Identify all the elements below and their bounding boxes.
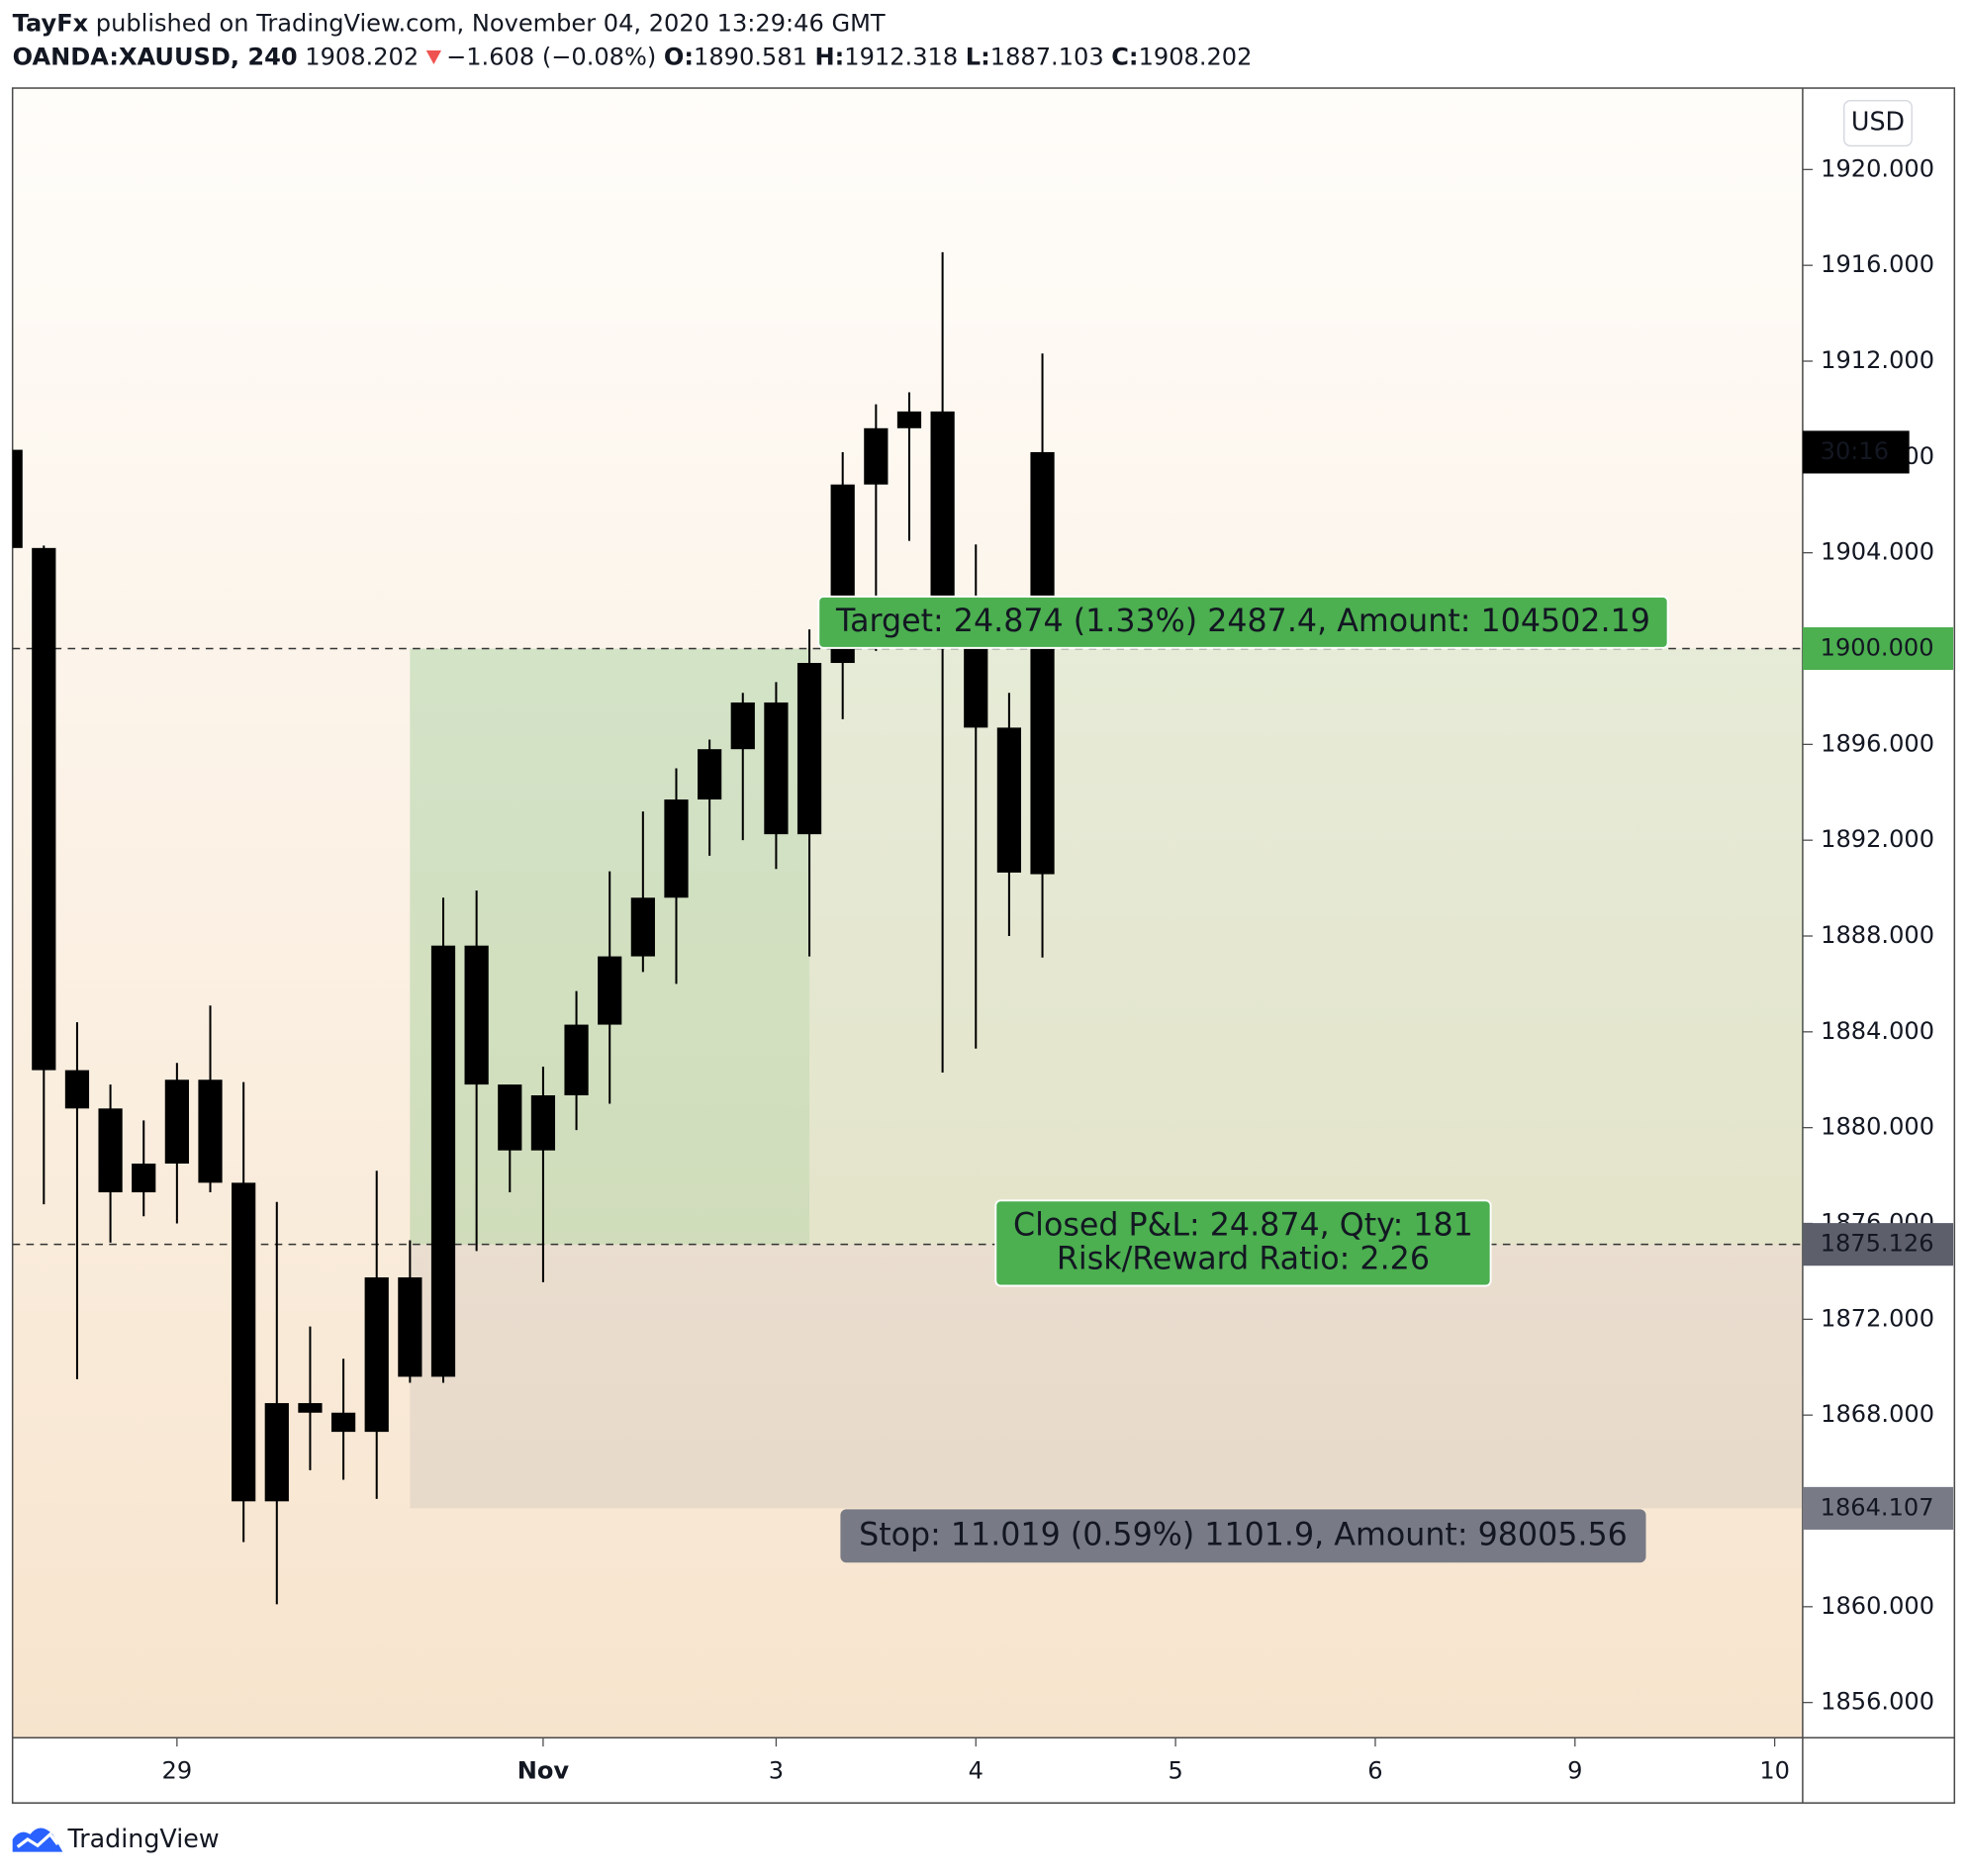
candle-body [1030, 451, 1055, 875]
x-tick-label: 4 [969, 1756, 984, 1784]
candle-body [132, 1163, 156, 1193]
candle-body [264, 1403, 289, 1502]
last-price: 1908.202 [305, 44, 419, 71]
y-tick-label: 1904.000 [1821, 538, 1934, 566]
candle-body [796, 663, 822, 835]
frame [11, 87, 1956, 1804]
candle-body [398, 1276, 422, 1377]
countdown-box [1802, 430, 1910, 474]
y-tick-label: 1868.000 [1821, 1400, 1934, 1428]
candle-body [598, 956, 622, 1025]
target-price: 1900.000 [1821, 634, 1934, 662]
y-tick-label: 1916.000 [1821, 250, 1934, 278]
x-tick-label: 29 [162, 1756, 193, 1784]
x-tick-label: 5 [1168, 1756, 1182, 1784]
candle-body [430, 945, 456, 1377]
tradingview-logo [12, 1828, 63, 1852]
countdown: 30:16 [1821, 437, 1889, 465]
candle-body [764, 702, 789, 835]
entry-price-box [1802, 1223, 1954, 1266]
ohlc-key: C: [1111, 44, 1138, 71]
candle-body [364, 1276, 389, 1433]
candle-body [330, 1412, 356, 1433]
candle-body [498, 1084, 522, 1151]
ohlc-key: H: [815, 44, 845, 71]
stop-price: 1864.107 [1821, 1493, 1934, 1521]
y-tick-label: 1880.000 [1821, 1113, 1934, 1141]
y-tick-label: 1912.000 [1821, 346, 1934, 374]
target-label-text: Target: 24.874 (1.33%) 2487.4, Amount: 1… [835, 604, 1650, 639]
header-published: published on TradingView.com, November 0… [96, 9, 886, 37]
ohlc-value: 1908.202 [1139, 44, 1253, 71]
price-axis-bg [1802, 88, 1955, 1738]
candle-body [996, 727, 1022, 873]
target-label: Target: 24.874 (1.33%) 2487.4, Amount: 1… [817, 595, 1669, 649]
stop-label: Stop: 11.019 (0.59%) 1101.9, Amount: 980… [840, 1509, 1646, 1563]
header-author: TayFx [13, 9, 89, 37]
currency: USD [1851, 107, 1905, 137]
candle-body [232, 1182, 256, 1502]
candle-body [630, 897, 655, 957]
x-tick-label: 6 [1367, 1756, 1382, 1784]
target-price-box [1802, 626, 1954, 671]
result-label-text: Closed P&L: 24.874, Qty: 181 [1013, 1207, 1473, 1243]
ohlc-value: 1887.103 [990, 44, 1104, 71]
candle-body [298, 1403, 323, 1413]
candle-body [896, 411, 922, 428]
candle-body [32, 547, 56, 1071]
result-label-box [994, 1199, 1492, 1287]
ohlc-value: 1890.581 [694, 44, 807, 71]
ohlc-key: L: [966, 44, 990, 71]
currency-box [1843, 100, 1913, 146]
symbol: OANDA:XAUUSD, 240 [13, 44, 298, 71]
candle-body [198, 1079, 223, 1183]
candle-body [864, 427, 889, 485]
stop-label-text: Stop: 11.019 (0.59%) 1101.9, Amount: 980… [859, 1517, 1628, 1552]
y-tick-label: 1892.000 [1821, 825, 1934, 853]
y-tick-label: 1896.000 [1821, 729, 1934, 757]
y-tick-label: 1856.000 [1821, 1688, 1934, 1716]
target-label-box [817, 595, 1669, 649]
x-tick-label: 9 [1567, 1756, 1582, 1784]
loss-zone [410, 1244, 1803, 1509]
candle-body [530, 1094, 556, 1151]
y-tick-label: 1888.000 [1821, 921, 1934, 949]
candle-body [64, 1070, 90, 1109]
down-arrow [425, 49, 441, 64]
y-tick-label: 1872.000 [1821, 1304, 1934, 1332]
candle-body [698, 749, 722, 800]
candle-body [12, 449, 23, 548]
plot [12, 251, 1803, 1605]
y-tick-label: 1920.000 [1821, 154, 1934, 182]
candle-body [930, 411, 955, 609]
result-label-text: Risk/Reward Ratio: 2.26 [1057, 1242, 1430, 1277]
x-tick-label: 10 [1759, 1756, 1790, 1784]
stop-label-box [840, 1509, 1646, 1563]
ohlc-value: 1912.318 [844, 44, 958, 71]
time-axis-bg [12, 1737, 1955, 1804]
y-tick-label: 1884.000 [1821, 1017, 1934, 1045]
change: −1.608 (−0.08%) [446, 44, 656, 71]
ohlc-key: O: [664, 44, 694, 71]
stop-price-box [1802, 1486, 1954, 1530]
candle-body [564, 1024, 589, 1095]
candle-body [730, 702, 755, 750]
footer-brand: TradingView [66, 1824, 219, 1853]
y-tick-label: 1860.000 [1821, 1592, 1934, 1620]
candle-body [164, 1079, 189, 1164]
candle-body [664, 799, 689, 898]
x-tick-label: 3 [769, 1756, 784, 1784]
entry-price: 1875.126 [1821, 1230, 1934, 1258]
x-tick-label: Nov [517, 1756, 570, 1784]
candle-body [464, 945, 489, 1085]
candle-body [98, 1108, 123, 1193]
result-label: Closed P&L: 24.874, Qty: 181Risk/Reward … [994, 1199, 1492, 1287]
